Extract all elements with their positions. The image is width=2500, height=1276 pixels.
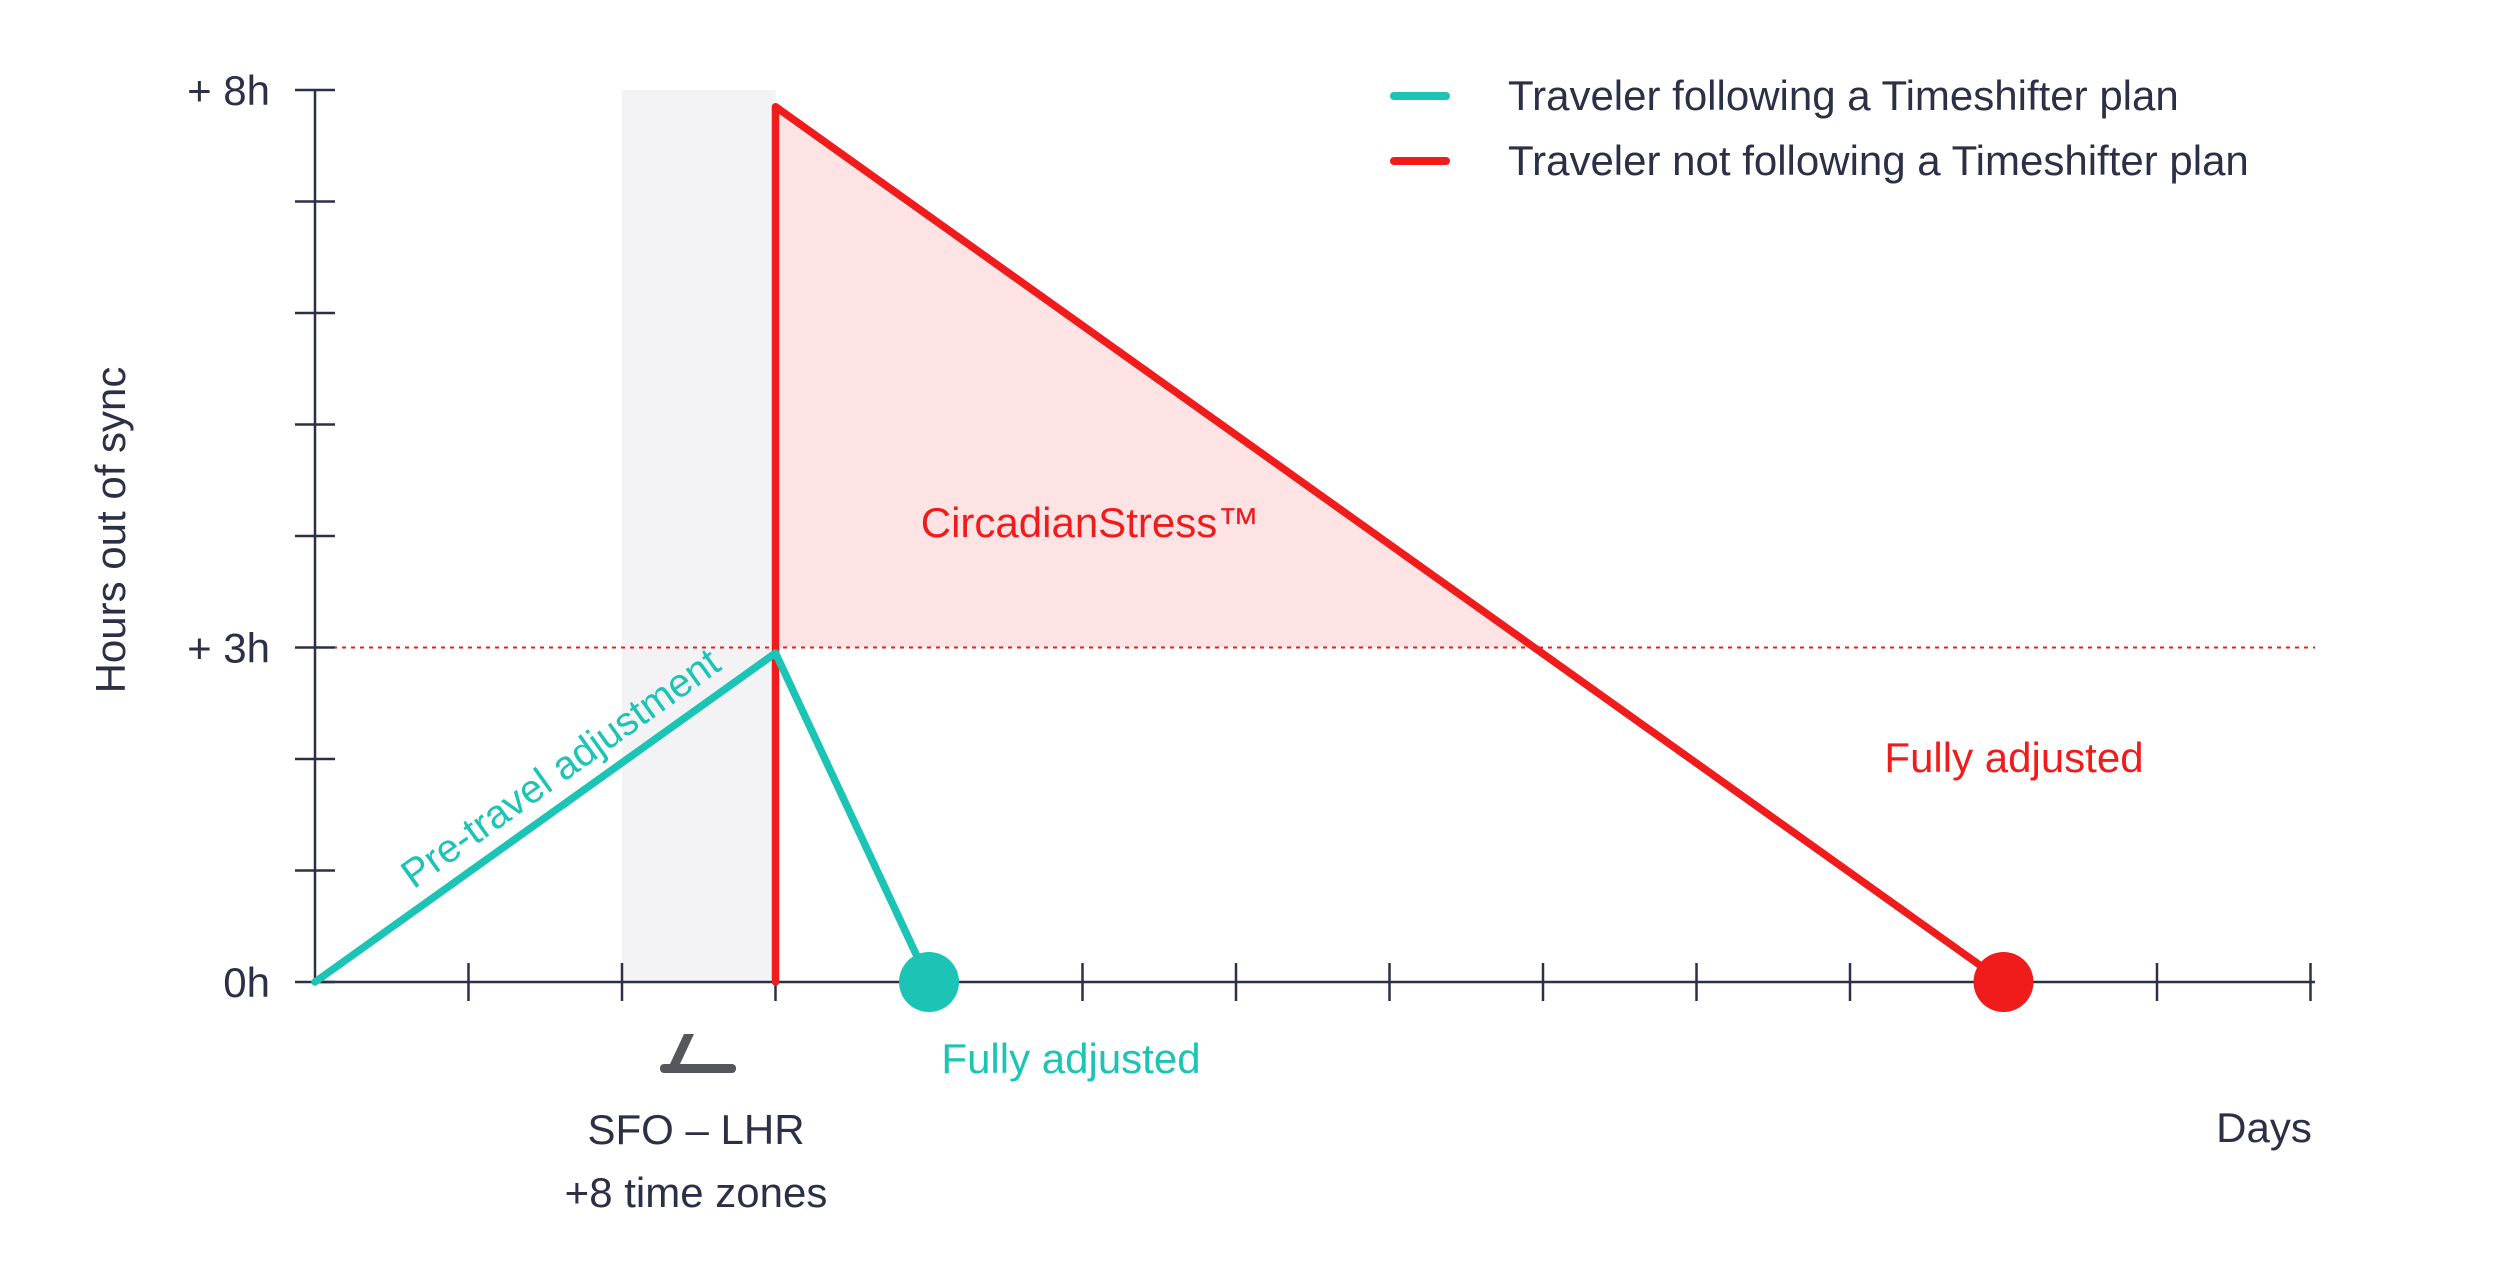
flight-route-label: SFO – LHR: [587, 1106, 804, 1153]
legend-label-following: Traveler following a Timeshifter plan: [1508, 72, 2179, 119]
flight-band: [622, 90, 776, 982]
legend-label-not-following: Traveler not following a Timeshifter pla…: [1508, 137, 2249, 184]
circadian-stress-label: CircadianStress™: [921, 499, 1259, 546]
legend: Traveler following a Timeshifter plan Tr…: [1390, 72, 2249, 184]
endpoint-not-following: [1973, 952, 2034, 1012]
airplane-landing-icon: [660, 1034, 736, 1073]
y-axis-label: Hours out of sync: [87, 367, 134, 694]
fully-adjusted-label-following: Fully adjusted: [941, 1035, 1200, 1082]
endpoint-following: [899, 952, 959, 1012]
y-ticks: [295, 88, 335, 984]
series-line-following: [311, 649, 933, 986]
series-line-not-following: [771, 102, 2008, 986]
fully-adjusted-label-not-following: Fully adjusted: [1884, 734, 2143, 781]
x-axis-label: Days: [2216, 1104, 2312, 1151]
y-tick-label: + 8h: [187, 67, 270, 114]
y-tick-label: 0h: [223, 959, 270, 1006]
flight-timezones-label: +8 time zones: [565, 1169, 828, 1216]
y-tick-label: + 3h: [187, 625, 270, 672]
y-tick-labels: 0h + 3h + 8h: [187, 67, 270, 1006]
